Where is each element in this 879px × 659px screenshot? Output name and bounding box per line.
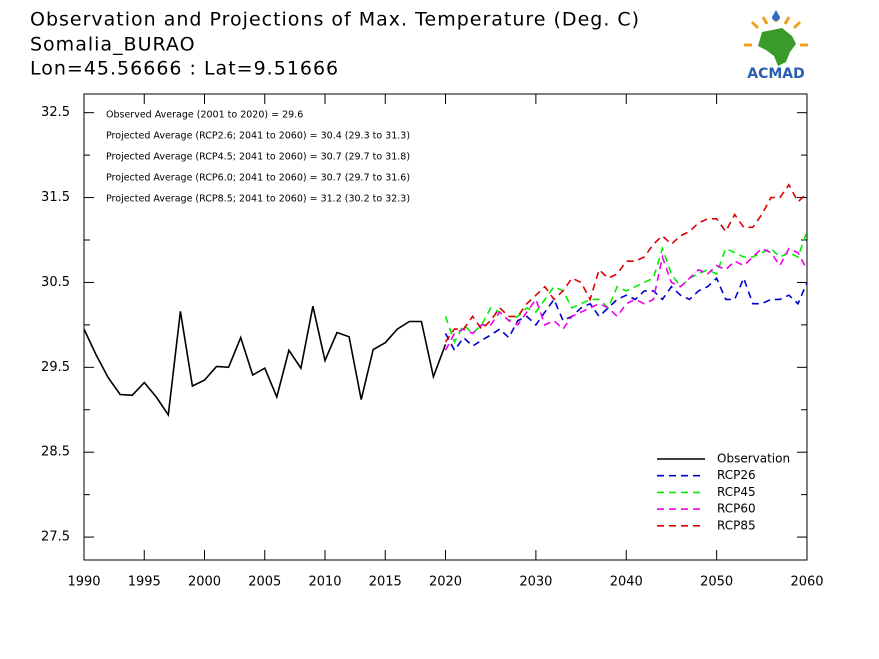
series-line — [444, 247, 808, 351]
y-tick-label: 30.5 — [41, 275, 70, 290]
x-tick-label: 2040 — [610, 575, 643, 590]
x-tick-label: 2020 — [429, 575, 462, 590]
x-tick-label: 2000 — [188, 575, 221, 590]
x-tick-label: 1995 — [128, 575, 161, 590]
x-tick-label: 2050 — [700, 575, 733, 590]
annotation: Projected Average (RCP4.5; 2041 to 2060)… — [106, 152, 410, 163]
annotation: Projected Average (RCP8.5; 2041 to 2060)… — [106, 194, 410, 205]
chart-subtitle: Somalia_BURAO — [30, 34, 196, 56]
annotation: Projected Average (RCP6.0; 2041 to 2060)… — [106, 173, 410, 184]
legend-label: RCP45 — [717, 485, 756, 499]
annotation: Projected Average (RCP2.6; 2041 to 2060)… — [106, 131, 410, 142]
y-tick-label: 29.5 — [41, 360, 70, 375]
chart-title: Observation and Projections of Max. Temp… — [30, 9, 640, 31]
logo: ACMAD — [744, 10, 808, 82]
x-tick-label: 2005 — [248, 575, 281, 590]
x-tick-label: 2060 — [790, 575, 823, 590]
logo-africa — [758, 28, 796, 66]
series-line — [83, 306, 447, 418]
legend-label: RCP26 — [717, 468, 756, 482]
y-tick-label: 31.5 — [41, 190, 70, 205]
logo-rays — [744, 14, 808, 47]
chart-subtitle: Lon=45.56666 : Lat=9.51666 — [30, 58, 339, 80]
legend-label: Observation — [717, 452, 790, 466]
y-tick-label: 32.5 — [41, 105, 70, 120]
series-line — [444, 276, 808, 352]
x-tick-label: 2015 — [369, 575, 402, 590]
y-tick-label: 28.5 — [41, 445, 70, 460]
y-tick-label: 27.5 — [41, 530, 70, 545]
logo-drop — [772, 10, 780, 21]
logo-text: ACMAD — [747, 66, 805, 82]
x-tick-label: 2010 — [308, 575, 341, 590]
annotation: Observed Average (2001 to 2020) = 29.6 — [106, 110, 303, 121]
legend-label: RCP60 — [717, 502, 756, 516]
x-tick-label: 2030 — [519, 575, 552, 590]
legend-label: RCP85 — [717, 518, 756, 532]
x-tick-label: 1990 — [67, 575, 100, 590]
